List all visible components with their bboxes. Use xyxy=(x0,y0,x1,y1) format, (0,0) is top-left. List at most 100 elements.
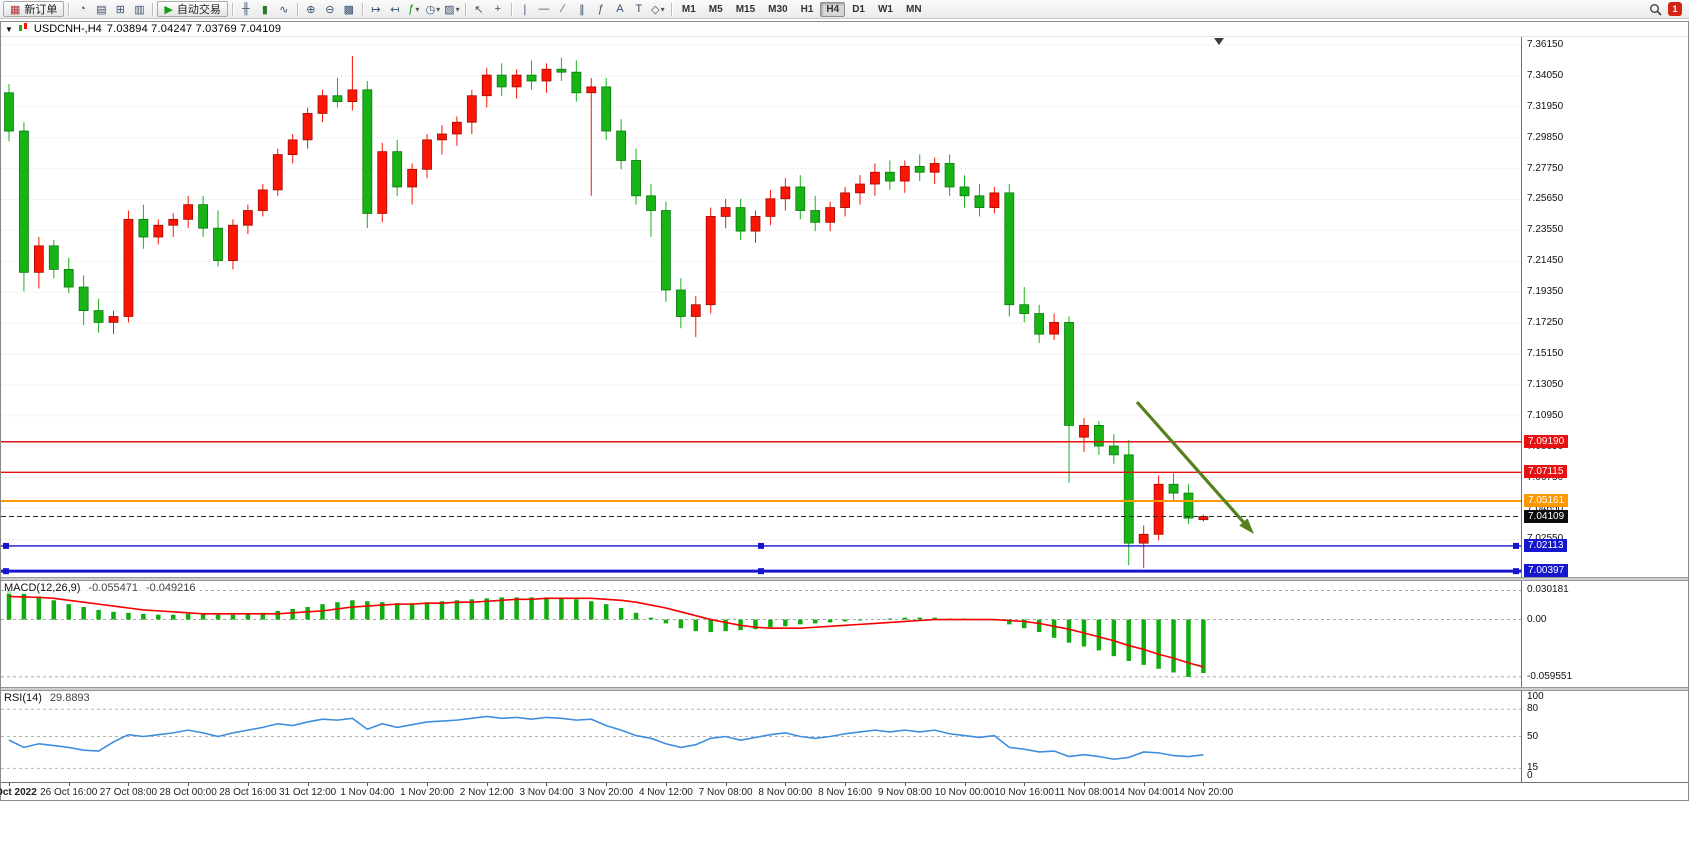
zoom-in-button[interactable]: ⊕ xyxy=(306,3,316,16)
autotrading-button-icon: ▶ xyxy=(164,3,173,16)
candle-body xyxy=(1034,313,1045,335)
templates-button[interactable]: ▨ ▾ xyxy=(444,3,460,16)
navigator-button[interactable]: ⊞ xyxy=(115,3,126,16)
timeframe-m15[interactable]: M15 xyxy=(735,3,756,15)
line-chart-type-button[interactable]: ∿ xyxy=(279,3,289,16)
line-handle[interactable] xyxy=(758,568,764,575)
macd-canvas[interactable] xyxy=(1,581,1521,687)
line-handle[interactable] xyxy=(1513,542,1519,549)
time-tick xyxy=(665,783,667,786)
timeframe-mn[interactable]: MN xyxy=(905,3,922,15)
candle-body xyxy=(1004,192,1015,306)
channel-button[interactable]: ∥ xyxy=(579,3,585,16)
toolbar-separator xyxy=(152,2,154,16)
time-label: 28 Oct 00:00 xyxy=(159,787,217,798)
candle-body xyxy=(810,210,821,223)
candles xyxy=(4,55,1209,569)
fibonacci-button[interactable]: ƒ xyxy=(597,3,604,15)
candle-body xyxy=(690,304,701,317)
time-tick xyxy=(725,783,727,786)
vertical-line-button[interactable]: ∣ xyxy=(522,3,528,16)
candle-body xyxy=(735,207,746,232)
pane-divider[interactable] xyxy=(1,577,1688,581)
grid-toggle-button[interactable]: ▩ xyxy=(343,3,355,16)
pane-divider[interactable] xyxy=(1,687,1688,691)
symbol-search-button[interactable] xyxy=(1646,1,1664,17)
horizontal-line-button[interactable]: — xyxy=(538,3,550,15)
timeframe-w1[interactable]: W1 xyxy=(877,3,893,15)
candle-body xyxy=(317,95,328,114)
price-chart-pane[interactable]: 7.36150 7.34050 7.31950 7.29850 7.27750 7.256… xyxy=(1,37,1688,577)
periods-menu-button[interactable]: ◷ ▾ xyxy=(425,3,441,16)
line-handle[interactable] xyxy=(1513,568,1519,575)
timeframe-m5[interactable]: M5 xyxy=(708,3,723,15)
timeframe-m1[interactable]: M1 xyxy=(681,3,696,15)
new-order-button[interactable]: ▦ 新订单 xyxy=(3,1,65,17)
timeframe-h1[interactable]: H1 xyxy=(800,3,814,15)
cursor-button[interactable]: ↖ xyxy=(474,3,484,16)
collapse-icon[interactable]: ▼ xyxy=(5,24,13,34)
candle-body xyxy=(242,210,253,226)
timeframe-h4[interactable]: H4 xyxy=(820,1,846,17)
macd-pane[interactable]: MACD(12,26,9) -0.055471 -0.049216 0.0301… xyxy=(1,581,1688,687)
price-tick-label: 7.10950 xyxy=(1527,409,1564,421)
price-chart-plot[interactable] xyxy=(1,37,1521,577)
candle-body xyxy=(183,204,194,220)
macd-axis-label: 0.00 xyxy=(1527,613,1547,625)
time-tick xyxy=(1203,783,1205,786)
candle-body xyxy=(1123,454,1134,544)
candle-body xyxy=(586,86,597,94)
candle-body xyxy=(451,121,462,135)
bar-chart-type-button[interactable]: ╫ xyxy=(241,3,250,15)
shift-marker[interactable] xyxy=(1214,38,1224,45)
line-handle[interactable] xyxy=(3,568,9,575)
rsi-canvas[interactable] xyxy=(1,691,1521,782)
crosshair-button[interactable]: + xyxy=(494,3,502,15)
text-label-button[interactable]: T xyxy=(635,3,643,15)
price-tick-label: 7.19350 xyxy=(1527,286,1564,298)
candle-body xyxy=(496,74,507,88)
price-tick-label: 7.34050 xyxy=(1527,69,1564,81)
trendline-button[interactable]: ∕ xyxy=(561,3,564,15)
rsi-axis: 100 80 50 15 0 xyxy=(1521,691,1688,782)
auto-scroll-button[interactable]: ↦ xyxy=(371,3,381,16)
notifications-badge[interactable]: 1 xyxy=(1668,2,1682,16)
arrows-button[interactable]: ◇ ▾ xyxy=(651,3,665,16)
market-watch-button[interactable]: ◔ xyxy=(79,3,86,15)
trend-arrow[interactable] xyxy=(1135,400,1254,534)
candle-body xyxy=(795,186,806,211)
macd-histogram xyxy=(6,590,1206,677)
data-window-button[interactable]: ▤ xyxy=(96,3,107,16)
candle-body xyxy=(870,171,880,185)
candle-body xyxy=(929,163,940,173)
price-grid xyxy=(1,44,1521,540)
timeframe-d1[interactable]: D1 xyxy=(852,3,865,15)
candle-body xyxy=(511,74,522,88)
candlestick-type-button[interactable]: ▮ xyxy=(261,3,268,16)
text-button[interactable]: A xyxy=(616,3,624,15)
rsi-value: 29.8893 xyxy=(49,692,90,704)
time-tick xyxy=(1024,783,1026,786)
rsi-title: RSI(14) xyxy=(4,692,42,704)
time-tick xyxy=(1143,783,1145,786)
candle-body xyxy=(63,268,74,288)
time-tick xyxy=(307,783,309,786)
timeframe-m30[interactable]: M30 xyxy=(768,3,788,15)
line-handle[interactable] xyxy=(3,542,9,549)
rsi-pane[interactable]: RSI(14) 29.8893 100 80 50 15 0 xyxy=(1,691,1688,782)
time-label: 2 Nov 12:00 xyxy=(459,787,514,798)
indicators-button[interactable]: ƒ ▾ xyxy=(408,3,420,15)
price-tag: 7.00397 xyxy=(1524,564,1569,577)
time-label: 27 Oct 08:00 xyxy=(99,787,158,798)
line-handle[interactable] xyxy=(758,542,764,549)
candle-body xyxy=(228,224,238,261)
time-tick xyxy=(247,783,249,786)
zoom-out-button[interactable]: ⊖ xyxy=(325,3,335,16)
time-label: 4 Nov 12:00 xyxy=(638,787,693,798)
terminal-button[interactable]: ▥ xyxy=(134,3,145,16)
price-chart-canvas[interactable] xyxy=(1,37,1521,577)
rsi-plot[interactable] xyxy=(1,691,1521,782)
autotrading-button[interactable]: ▶ 自动交易 xyxy=(157,1,228,17)
chart-shift-button[interactable]: ↤ xyxy=(390,3,400,16)
macd-plot[interactable] xyxy=(1,581,1521,687)
